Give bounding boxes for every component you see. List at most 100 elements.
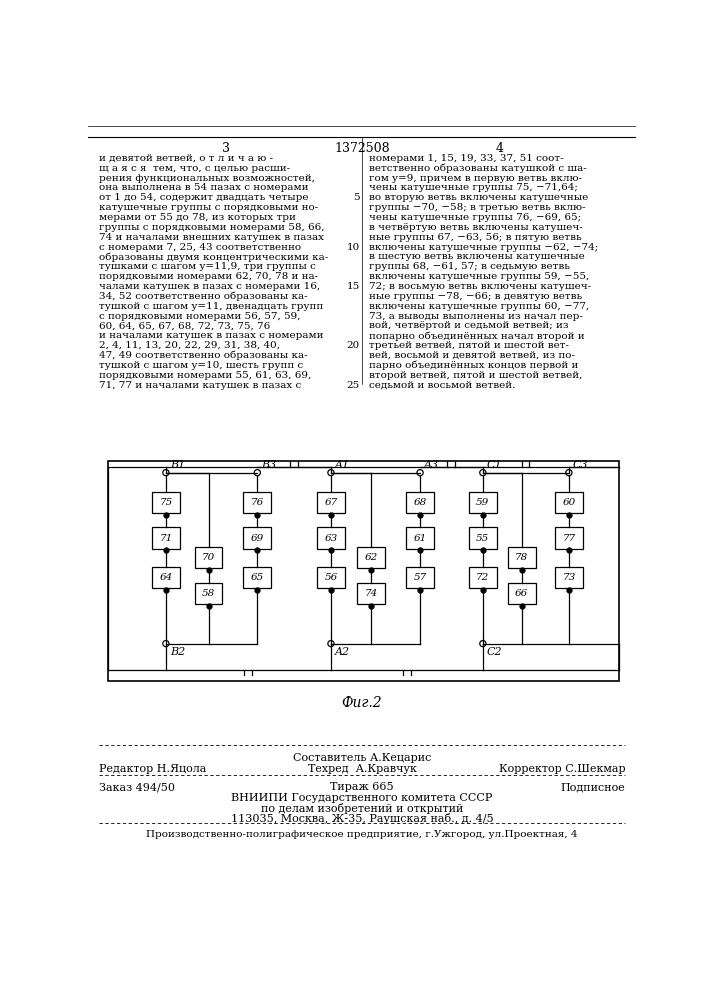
Bar [243, 567, 271, 588]
Text: Тираж 665: Тираж 665 [330, 782, 394, 792]
Text: 61: 61 [414, 534, 427, 543]
Bar [317, 527, 345, 549]
Text: ВНИИПИ Государственного комитета СССР: ВНИИПИ Государственного комитета СССР [231, 793, 493, 803]
Circle shape [255, 470, 260, 476]
Text: 113035, Москва, Ж-35, Раушская наб., д. 4/5: 113035, Москва, Ж-35, Раушская наб., д. … [230, 813, 493, 824]
Text: 20: 20 [346, 341, 360, 350]
Text: она выполнена в 54 пазах с номерами: она выполнена в 54 пазах с номерами [99, 183, 309, 192]
Text: 56: 56 [325, 573, 337, 582]
Circle shape [163, 470, 169, 476]
Text: 5: 5 [353, 193, 360, 202]
Circle shape [163, 641, 169, 647]
Text: 10: 10 [346, 243, 360, 252]
Text: Редактор Н.Яцола: Редактор Н.Яцола [99, 764, 206, 774]
Text: 70: 70 [202, 553, 215, 562]
Text: Корректор С.Шекмар: Корректор С.Шекмар [499, 764, 626, 774]
Text: C2: C2 [486, 647, 503, 657]
Text: третьей ветвей, пятой и шестой вет-: третьей ветвей, пятой и шестой вет- [369, 341, 569, 350]
Text: второй ветвей, пятой и шестой ветвей,: второй ветвей, пятой и шестой ветвей, [369, 371, 583, 380]
Text: рения функциональных возможностей,: рения функциональных возможностей, [99, 174, 315, 183]
Bar [469, 527, 497, 549]
Bar [243, 492, 271, 513]
Text: тушкой с шагом y=10, шесть групп с: тушкой с шагом y=10, шесть групп с [99, 361, 303, 370]
Text: 62: 62 [365, 553, 378, 562]
Text: ветственно образованы катушкой с ша-: ветственно образованы катушкой с ша- [369, 164, 587, 173]
Text: вой, четвёртой и седьмой ветвей; из: вой, четвёртой и седьмой ветвей; из [369, 321, 568, 330]
Bar [555, 567, 583, 588]
Text: 63: 63 [325, 534, 337, 543]
Circle shape [417, 470, 423, 476]
Bar [406, 492, 434, 513]
Text: 59: 59 [477, 498, 489, 507]
Text: с порядковыми номерами 56, 57, 59,: с порядковыми номерами 56, 57, 59, [99, 312, 300, 321]
Text: 58: 58 [202, 589, 215, 598]
Text: 77: 77 [562, 534, 575, 543]
Text: 68: 68 [414, 498, 427, 507]
Text: номерами 1, 15, 19, 33, 37, 51 соот-: номерами 1, 15, 19, 33, 37, 51 соот- [369, 154, 563, 163]
Text: по делам изобретений и открытий: по делам изобретений и открытий [261, 803, 463, 814]
Text: седьмой и восьмой ветвей.: седьмой и восьмой ветвей. [369, 381, 515, 390]
Circle shape [480, 470, 486, 476]
Bar [406, 567, 434, 588]
Text: 34, 52 соответственно образованы ка-: 34, 52 соответственно образованы ка- [99, 292, 308, 301]
Text: чены катушечные группы 76, −69, 65;: чены катушечные группы 76, −69, 65; [369, 213, 581, 222]
Text: чены катушечные группы 75, −71,64;: чены катушечные группы 75, −71,64; [369, 183, 578, 192]
Text: Техред  А.Кравчук: Техред А.Кравчук [308, 764, 416, 774]
Text: 15: 15 [346, 282, 360, 291]
Text: 64: 64 [159, 573, 173, 582]
Text: A1: A1 [335, 460, 350, 470]
Text: включены катушечные группы −62, −74;: включены катушечные группы −62, −74; [369, 243, 598, 252]
Text: 65: 65 [251, 573, 264, 582]
Text: 25: 25 [346, 381, 360, 390]
Text: 71, 77 и началами катушек в пазах с: 71, 77 и началами катушек в пазах с [99, 381, 301, 390]
Text: гом y=9, причем в первую ветвь вклю-: гом y=9, причем в первую ветвь вклю- [369, 174, 582, 183]
Text: и началами катушек в пазах с номерами: и началами катушек в пазах с номерами [99, 331, 324, 340]
Text: Составитель А.Кецарис: Составитель А.Кецарис [293, 753, 431, 763]
Text: 3: 3 [221, 142, 230, 155]
Text: C1: C1 [486, 460, 503, 470]
Text: Фиг.2: Фиг.2 [341, 696, 382, 710]
Text: во вторую ветвь включены катушечные: во вторую ветвь включены катушечные [369, 193, 588, 202]
Text: 78: 78 [515, 553, 528, 562]
Bar [406, 527, 434, 549]
Text: щ а я с я  тем, что, с целью расши-: щ а я с я тем, что, с целью расши- [99, 164, 291, 173]
Bar [152, 492, 180, 513]
Bar [357, 583, 385, 604]
Text: 60, 64, 65, 67, 68, 72, 73, 75, 76: 60, 64, 65, 67, 68, 72, 73, 75, 76 [99, 321, 271, 330]
Bar [107, 461, 619, 681]
Text: 76: 76 [251, 498, 264, 507]
Text: 69: 69 [251, 534, 264, 543]
Text: 47, 49 соответственно образованы ка-: 47, 49 соответственно образованы ка- [99, 351, 308, 360]
Text: 74 и началами внешних катушек в пазах: 74 и началами внешних катушек в пазах [99, 233, 325, 242]
Text: B3: B3 [261, 460, 276, 470]
Bar [152, 527, 180, 549]
Text: с номерами 7, 25, 43 соответственно: с номерами 7, 25, 43 соответственно [99, 243, 301, 252]
Text: Заказ 494/50: Заказ 494/50 [99, 782, 175, 792]
Text: группы с порядковыми номерами 58, 66,: группы с порядковыми номерами 58, 66, [99, 223, 325, 232]
Text: ные группы −78, −66; в девятую ветвь: ные группы −78, −66; в девятую ветвь [369, 292, 582, 301]
Text: мерами от 55 до 78, из которых три: мерами от 55 до 78, из которых три [99, 213, 296, 222]
Text: в шестую ветвь включены катушечные: в шестую ветвь включены катушечные [369, 252, 585, 261]
Text: 1372508: 1372508 [334, 142, 390, 155]
Text: катушечные группы с порядковыми но-: катушечные группы с порядковыми но- [99, 203, 318, 212]
Circle shape [328, 641, 334, 647]
Text: 72; в восьмую ветвь включены катушеч-: 72; в восьмую ветвь включены катушеч- [369, 282, 591, 291]
Bar [317, 492, 345, 513]
Text: 73, а выводы выполнены из начал пер-: 73, а выводы выполнены из начал пер- [369, 312, 583, 321]
Bar [508, 547, 535, 568]
Text: и девятой ветвей, о т л и ч а ю -: и девятой ветвей, о т л и ч а ю - [99, 154, 274, 163]
Bar [317, 567, 345, 588]
Text: тушкой с шагом y=11, двенадцать групп: тушкой с шагом y=11, двенадцать групп [99, 302, 324, 311]
Text: 4: 4 [495, 142, 503, 155]
Text: Производственно-полиграфическое предприятие, г.Ужгород, ул.Проектная, 4: Производственно-полиграфическое предприя… [146, 830, 578, 839]
Text: 73: 73 [562, 573, 575, 582]
Text: 75: 75 [159, 498, 173, 507]
Text: группы −70, −58; в третью ветвь вклю-: группы −70, −58; в третью ветвь вклю- [369, 203, 585, 212]
Bar [555, 527, 583, 549]
Text: 72: 72 [477, 573, 489, 582]
Bar [194, 583, 223, 604]
Text: образованы двумя концентрическими ка-: образованы двумя концентрическими ка- [99, 252, 329, 262]
Bar [194, 547, 223, 568]
Text: вей, восьмой и девятой ветвей, из по-: вей, восьмой и девятой ветвей, из по- [369, 351, 575, 360]
Circle shape [480, 641, 486, 647]
